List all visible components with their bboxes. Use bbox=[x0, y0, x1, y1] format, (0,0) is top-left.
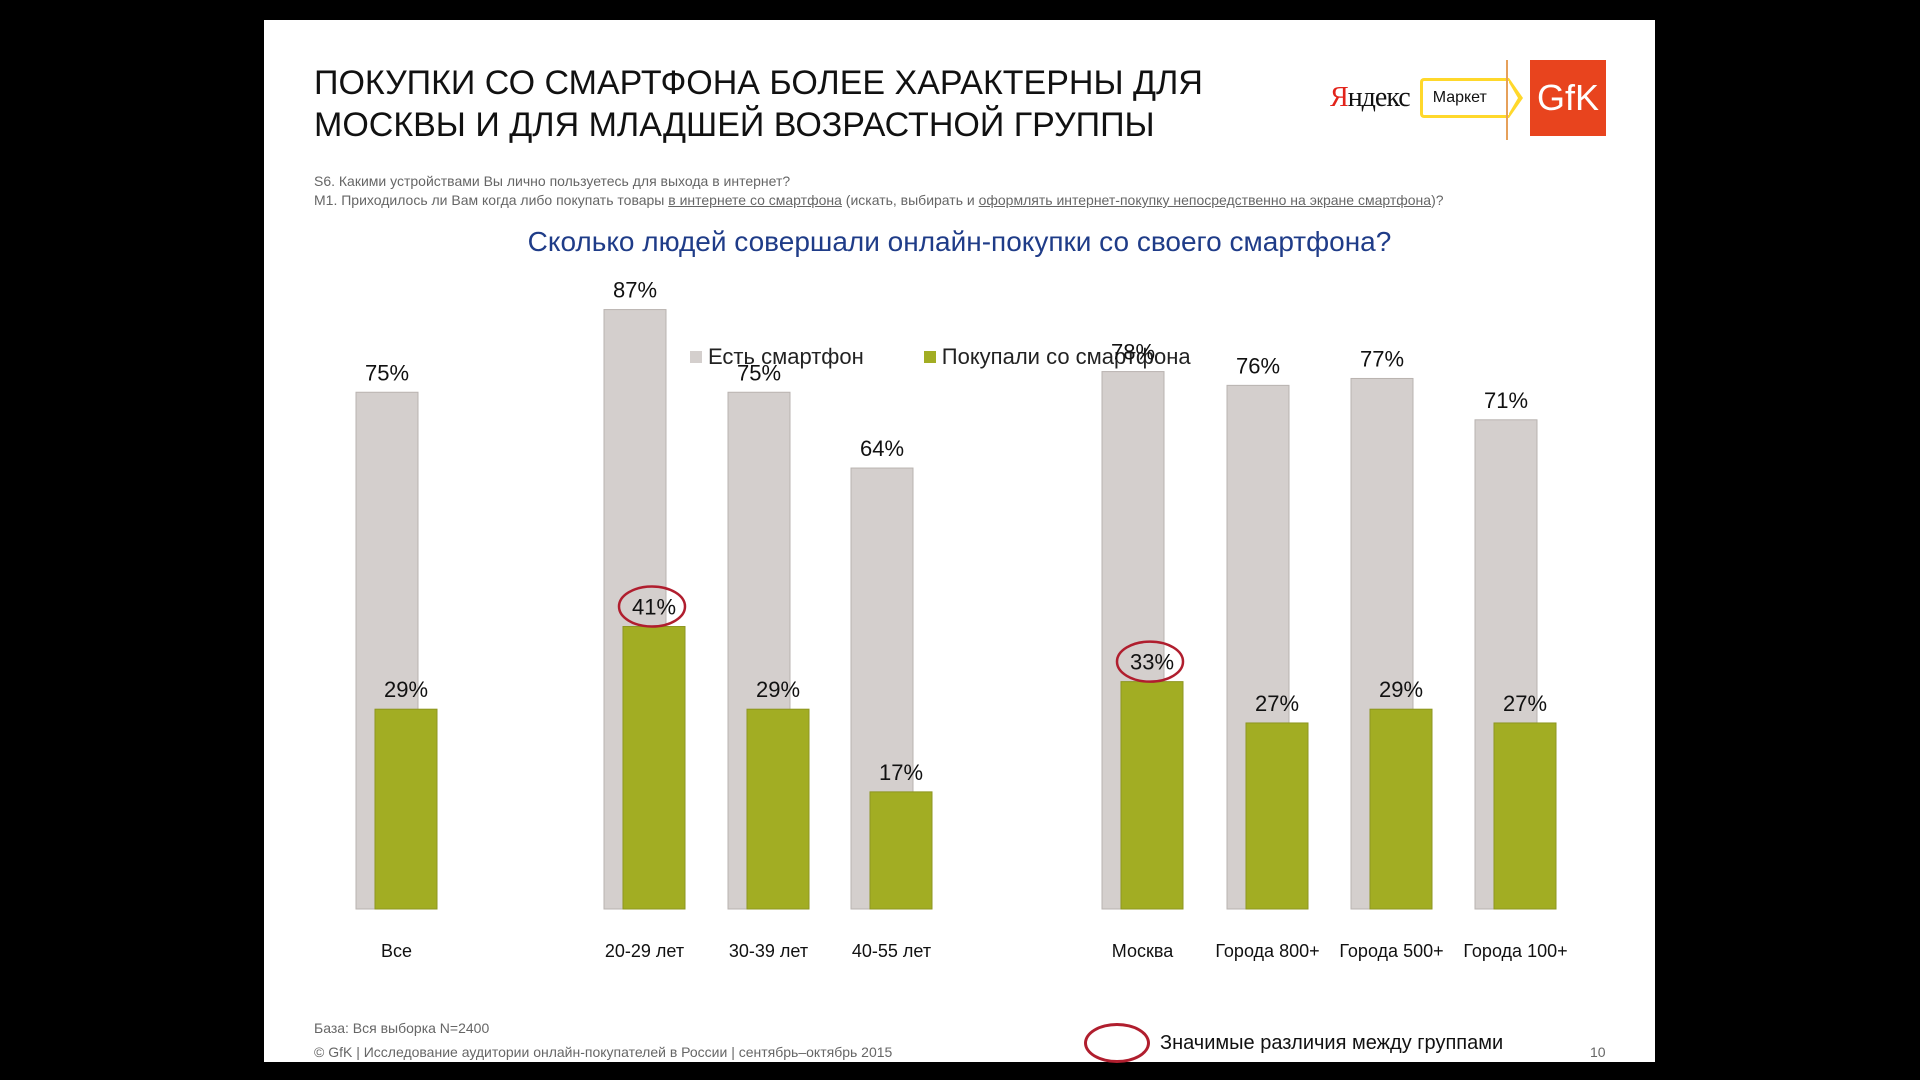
question-m1: M1. Приходилось ли Вам когда либо покупа… bbox=[314, 192, 1444, 208]
gfk-logo: GfK bbox=[1530, 60, 1606, 136]
category-label: Москва bbox=[1112, 941, 1174, 961]
question-s6: S6. Какими устройствами Вы лично пользуе… bbox=[314, 173, 791, 189]
page-number: 10 bbox=[1590, 1044, 1606, 1060]
bar-chart: 75% 29% Все 87% 41% 20-29 лет 75% 29% 30-39 лет 6… bbox=[355, 278, 1568, 961]
legend-item-bought-smartphone: Покупали со смартфона bbox=[923, 344, 1191, 370]
bar-bought-smartphone bbox=[1245, 722, 1309, 910]
yandex-market-logo: Яндекс Маркет bbox=[1330, 78, 1524, 118]
category-label: 20-29 лет bbox=[605, 941, 684, 961]
base-note: База: Вся выборка N=2400 bbox=[314, 1020, 490, 1036]
data-label-bought-smartphone: 29% bbox=[384, 677, 428, 702]
data-label-has-smartphone: 76% bbox=[1236, 353, 1280, 378]
category-label: Города 100+ bbox=[1463, 941, 1567, 961]
data-label-has-smartphone: 87% bbox=[613, 278, 657, 303]
slide: ПОКУПКИ СО СМАРТФОНА БОЛЕЕ ХАРАКТЕРНЫ ДЛ… bbox=[264, 20, 1655, 1063]
chart-title: Сколько людей совершали онлайн-покупки с… bbox=[527, 226, 1392, 257]
bar-bought-smartphone bbox=[374, 708, 438, 910]
data-label-bought-smartphone: 29% bbox=[756, 677, 800, 702]
data-label-bought-smartphone: 27% bbox=[1503, 691, 1547, 716]
bar-bought-smartphone bbox=[746, 708, 810, 910]
data-label-has-smartphone: 78% bbox=[1111, 340, 1155, 365]
bar-bought-smartphone bbox=[869, 791, 933, 910]
survey-questions: S6. Какими устройствами Вы лично пользуе… bbox=[314, 172, 1444, 210]
category-label: 30-39 лет bbox=[729, 941, 808, 961]
title-line-2: МОСКВЫ И ДЛЯ МЛАДШЕЙ ВОЗРАСТНОЙ ГРУППЫ bbox=[314, 106, 1155, 144]
title-line-1: ПОКУПКИ СО СМАРТФОНА БОЛЕЕ ХАРАКТЕРНЫ ДЛ… bbox=[314, 64, 1203, 102]
footer: © GfK | Исследование аудитории онлайн-по… bbox=[314, 1044, 893, 1060]
legend-label-bought-smartphone: Покупали со смартфона bbox=[941, 344, 1191, 369]
data-label-bought-smartphone: 17% bbox=[879, 760, 923, 785]
significance-note-label: Значимые различия между группами bbox=[1160, 1031, 1504, 1054]
data-label-has-smartphone: 75% bbox=[365, 360, 409, 385]
yandex-wordmark: Яндекс bbox=[1330, 82, 1411, 113]
data-label-bought-smartphone: 33% bbox=[1130, 650, 1174, 675]
data-label-bought-smartphone: 29% bbox=[1379, 677, 1423, 702]
significance-ellipse-icon bbox=[1084, 1023, 1150, 1063]
significance-ellipse bbox=[1115, 640, 1185, 683]
legend-item-has-smartphone: Есть смартфон bbox=[690, 344, 864, 370]
data-label-has-smartphone: 77% bbox=[1360, 346, 1404, 371]
category-label: Города 800+ bbox=[1215, 941, 1319, 961]
bar-bought-smartphone bbox=[1493, 722, 1557, 910]
slide-title: ПОКУПКИ СО СМАРТФОНА БОЛЕЕ ХАРАКТЕРНЫ ДЛ… bbox=[314, 62, 1314, 146]
category-label: 40-55 лет bbox=[852, 941, 931, 961]
bar-bought-smartphone bbox=[622, 626, 686, 910]
data-label-has-smartphone: 75% bbox=[737, 360, 781, 385]
chart-legend: Есть смартфон Покупали со смартфона bbox=[690, 344, 1191, 370]
market-tag: Маркет bbox=[1419, 78, 1524, 118]
data-label-has-smartphone: 71% bbox=[1484, 388, 1528, 413]
significance-ellipse bbox=[617, 585, 687, 628]
data-label-bought-smartphone: 27% bbox=[1255, 691, 1299, 716]
legend-swatch-has-smartphone bbox=[690, 351, 702, 363]
legend-swatch-bought-smartphone bbox=[923, 351, 936, 363]
category-label: Все bbox=[381, 941, 412, 961]
bar-bought-smartphone bbox=[1369, 708, 1433, 910]
bar-bought-smartphone bbox=[1120, 681, 1184, 910]
data-label-bought-smartphone: 41% bbox=[632, 595, 676, 620]
significance-note: Значимые различия между группами bbox=[1084, 1023, 1503, 1063]
legend-label-has-smartphone: Есть смартфон bbox=[708, 344, 864, 369]
data-label-has-smartphone: 64% bbox=[860, 436, 904, 461]
category-label: Города 500+ bbox=[1339, 941, 1443, 961]
